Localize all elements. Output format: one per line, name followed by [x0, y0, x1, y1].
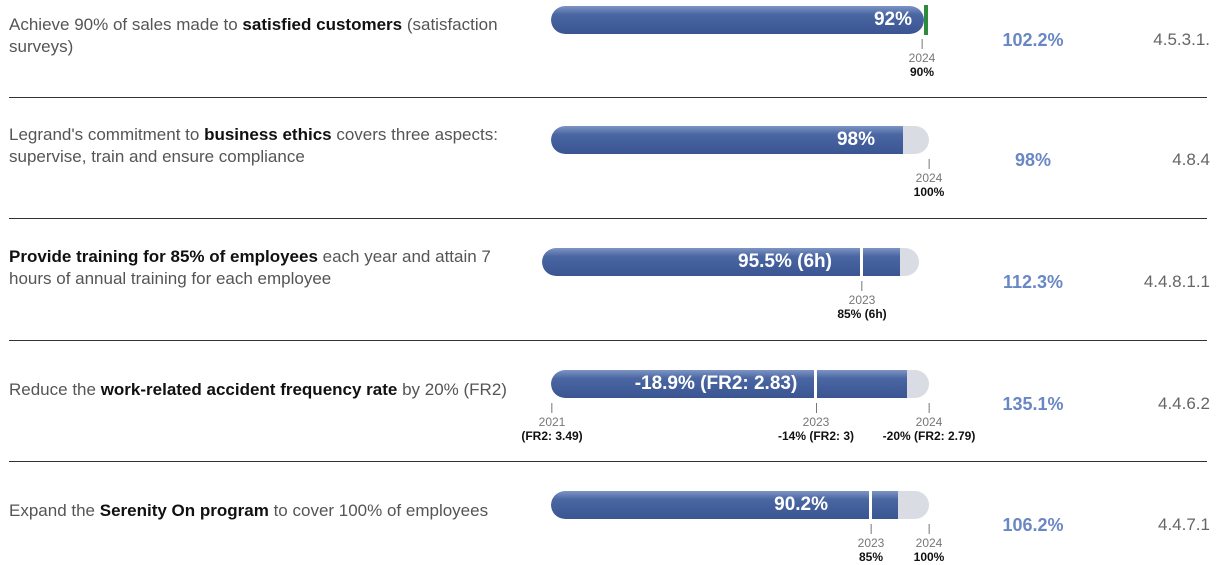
- progress-fill: [551, 126, 903, 154]
- progress-bar: 95.5% (6h): [542, 248, 919, 276]
- description-text: (satisfaction surveys): [9, 15, 498, 56]
- row-divider: [9, 340, 1207, 341]
- description-bold: work-related accident frequency rate: [100, 380, 398, 399]
- milestone: 2023 85%: [857, 524, 885, 564]
- achievement-rate: 106.2%: [1002, 515, 1064, 535]
- result-label: 95.5% (6h): [738, 251, 832, 272]
- description-text: Achieve 90% of sales made to: [9, 15, 243, 34]
- milestone: 2024 100%: [913, 159, 945, 199]
- result-label: 92%: [873, 9, 912, 30]
- milestone-year: 2021: [538, 415, 566, 429]
- reference: 4.4.6.2: [1158, 394, 1210, 413]
- progress-fill: [551, 370, 907, 398]
- milestone-label: 90%: [909, 65, 935, 79]
- progress-bar: 92%: [551, 6, 924, 34]
- milestone-separator: [814, 370, 817, 398]
- row-divider: [9, 218, 1207, 219]
- milestone-year: 2023: [857, 536, 885, 550]
- description: Provide training for 85% of employees ea…: [9, 246, 509, 290]
- milestone-tick: [870, 524, 872, 534]
- milestone-label: -14% (FR2: 3): [777, 429, 855, 443]
- description-text: covers three aspects: supervise, train a…: [9, 125, 498, 166]
- milestone-separator: [860, 248, 863, 276]
- target-marker: [924, 5, 928, 35]
- description: Reduce the work-related accident frequen…: [9, 379, 509, 401]
- row-divider: [9, 97, 1207, 98]
- milestone: 2021 (FR2: 3.49): [521, 403, 583, 443]
- description-bold: Serenity On program: [99, 501, 269, 520]
- milestone-label: (FR2: 3.49): [521, 429, 583, 443]
- milestone-year: 2023: [802, 415, 830, 429]
- milestone-year: 2023: [848, 293, 876, 307]
- progress-fill: [551, 6, 924, 34]
- milestone-label: 100%: [913, 550, 945, 564]
- row-divider: [9, 461, 1207, 462]
- description-text: Reduce the: [9, 380, 101, 399]
- reference: 4.5.3.1.: [1153, 30, 1210, 49]
- milestone-year: 2024: [908, 51, 936, 65]
- progress-bar: 90.2%: [551, 491, 929, 519]
- reference: 4.4.8.1.1: [1143, 272, 1210, 291]
- milestone-tick: [928, 159, 930, 169]
- progress-bar: 98%: [551, 126, 929, 154]
- milestone-year: 2024: [915, 171, 943, 185]
- description-bold: satisfied customers: [242, 15, 403, 34]
- milestone-year: 2024: [915, 536, 943, 550]
- milestone-tick: [928, 403, 930, 413]
- milestone: 2024 90%: [908, 39, 936, 79]
- achievement-rate: 102.2%: [1002, 30, 1064, 50]
- description-text: Expand the: [9, 501, 100, 520]
- result-label: 98%: [836, 129, 875, 150]
- milestone-label: 100%: [913, 185, 945, 199]
- reference: 4.4.7.1: [1158, 515, 1210, 534]
- achievement-rate: 112.3%: [1002, 272, 1064, 292]
- milestone-tick: [861, 281, 863, 291]
- description: Legrand's commitment to business ethics …: [9, 124, 509, 168]
- description-bold: business ethics: [204, 125, 332, 144]
- milestone-separator: [869, 491, 872, 519]
- milestone: 2024 -20% (FR2: 2.79): [882, 403, 976, 443]
- description-text: Legrand's commitment to: [9, 125, 205, 144]
- achievement-rate: 135.1%: [1002, 394, 1064, 414]
- milestone-tick: [551, 403, 553, 413]
- milestone: 2023 -14% (FR2: 3): [778, 403, 854, 443]
- milestone-tick: [815, 403, 817, 413]
- achievement-rate: 98%: [1014, 150, 1052, 170]
- milestone-label: -20% (FR2: 2.79): [882, 429, 976, 443]
- description: Achieve 90% of sales made to satisfied c…: [9, 14, 509, 58]
- description-text: by 20% (FR2): [397, 380, 507, 399]
- milestone: 2024 100%: [913, 524, 945, 564]
- milestone: 2023 85% (6h): [837, 281, 887, 321]
- description-bold: Provide training for 85% of employees: [9, 247, 318, 266]
- description-text: to cover 100% of employees: [268, 501, 489, 520]
- progress-fill: [542, 248, 900, 276]
- progress-fill: [551, 491, 898, 519]
- milestone-tick: [928, 524, 930, 534]
- milestone-label: 85% (6h): [837, 307, 887, 321]
- description-text: each year and attain 7 hours of annual t…: [9, 247, 491, 288]
- milestone-label: 85%: [858, 550, 884, 564]
- milestone-year: 2024: [915, 415, 943, 429]
- progress-bar: -18.9% (FR2: 2.83): [551, 370, 929, 398]
- result-label: 90.2%: [774, 494, 828, 515]
- milestone-tick: [921, 39, 923, 49]
- result-label: -18.9% (FR2: 2.83): [634, 373, 798, 394]
- description: Expand the Serenity On program to cover …: [9, 500, 509, 522]
- reference: 4.8.4: [1172, 150, 1210, 169]
